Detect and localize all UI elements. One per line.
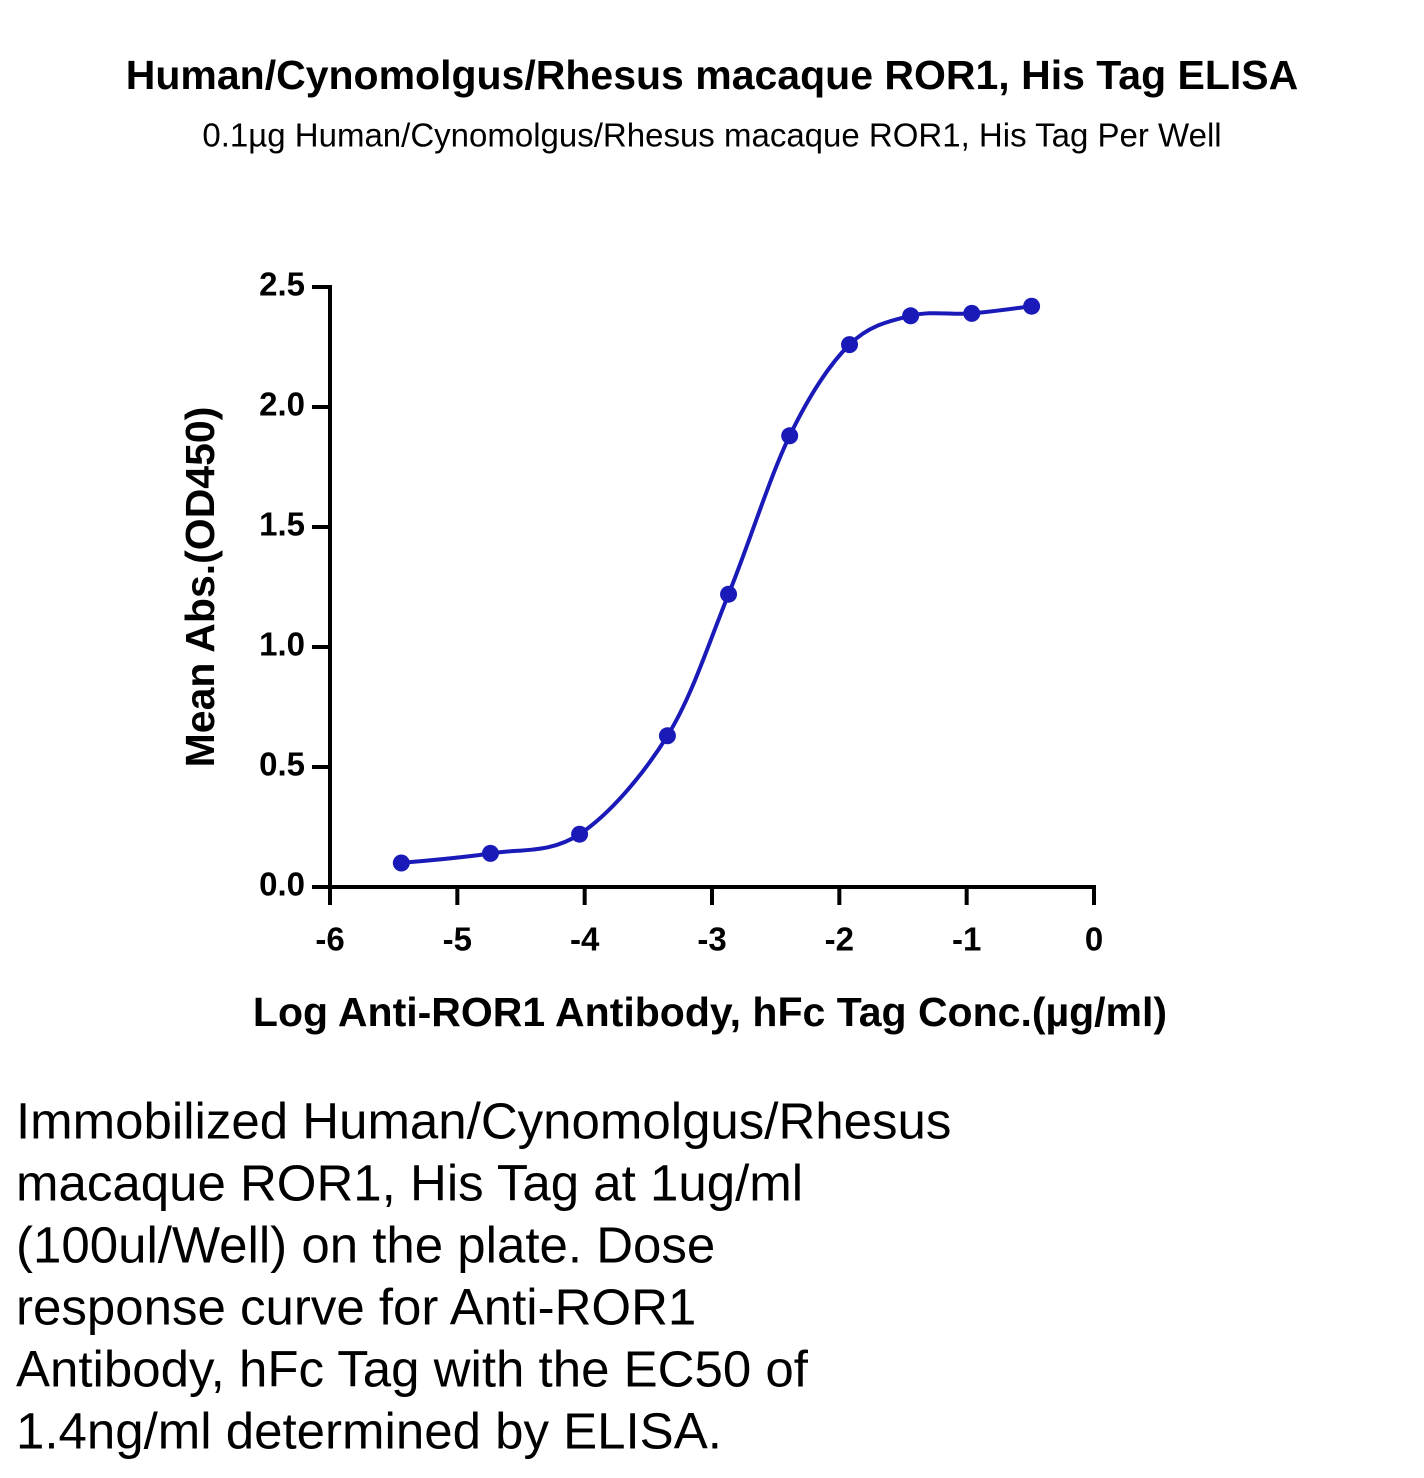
description-line: (100ul/Well) on the plate. Dose — [16, 1216, 715, 1273]
y-tick-label: 1.0 — [259, 626, 305, 663]
data-point — [392, 854, 410, 872]
data-point — [781, 427, 799, 445]
description-line: macaque ROR1, His Tag at 1ug/ml — [16, 1154, 803, 1211]
description-line: 1.4ng/ml determined by ELISA. — [16, 1402, 722, 1459]
x-tick-label: -2 — [825, 921, 854, 958]
x-tick-label: -6 — [315, 921, 344, 958]
y-axis-label: Mean Abs.(OD450) — [177, 407, 223, 768]
data-point — [902, 307, 920, 325]
y-tick-label: 2.0 — [259, 386, 305, 423]
y-tick-label: 2.5 — [259, 266, 305, 303]
chart-subtitle: 0.1µg Human/Cynomolgus/Rhesus macaque RO… — [202, 117, 1221, 154]
description-line: Immobilized Human/Cynomolgus/Rhesus — [16, 1092, 951, 1149]
x-tick-label: 0 — [1085, 921, 1103, 958]
y-tick-label: 0.5 — [259, 746, 305, 783]
data-point — [963, 304, 981, 322]
data-point — [1023, 297, 1041, 315]
data-point — [658, 727, 676, 745]
data-point — [481, 844, 499, 862]
x-tick-label: -4 — [570, 921, 600, 958]
description-line: Antibody, hFc Tag with the EC50 of — [16, 1340, 809, 1397]
x-tick-label: -3 — [697, 921, 726, 958]
chart-title: Human/Cynomolgus/Rhesus macaque ROR1, Hi… — [126, 52, 1299, 98]
x-tick-label: -5 — [443, 921, 472, 958]
description-line: response curve for Anti-ROR1 — [16, 1278, 696, 1335]
data-point — [571, 825, 589, 843]
x-tick-label: -1 — [952, 921, 981, 958]
data-point — [720, 585, 738, 603]
x-axis-label: Log Anti-ROR1 Antibody, hFc Tag Conc.(µg… — [253, 989, 1167, 1035]
y-tick-label: 1.5 — [259, 506, 305, 543]
fit-curve — [401, 304, 1032, 865]
data-point — [841, 336, 859, 354]
y-tick-label: 0.0 — [259, 866, 305, 903]
